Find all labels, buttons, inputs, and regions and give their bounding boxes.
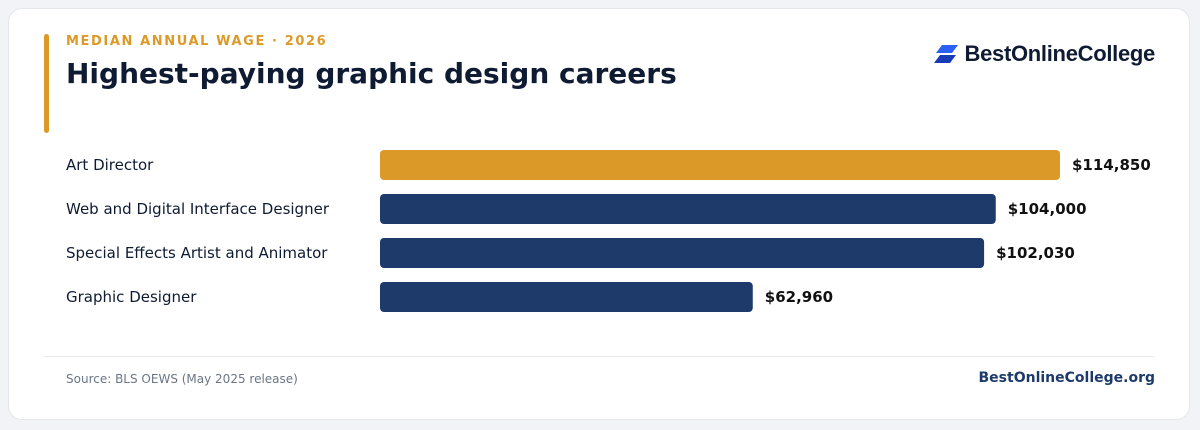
value-label: $114,850 <box>1072 156 1151 174</box>
value-label: $102,030 <box>996 244 1075 262</box>
accent-bar <box>44 34 49 133</box>
bar <box>380 238 985 268</box>
bar <box>380 150 1060 180</box>
bar <box>380 282 753 312</box>
brand-logo: BestOnlineCollege <box>933 41 1156 67</box>
category-label: Special Effects Artist and Animator <box>66 244 328 262</box>
bar <box>380 194 996 224</box>
source-note: Source: BLS OEWS (May 2025 release) <box>66 372 298 386</box>
value-label: $104,000 <box>1008 200 1087 218</box>
category-label: Graphic Designer <box>66 288 197 306</box>
chart-title: Highest-paying graphic design careers <box>66 57 677 90</box>
chart-kicker: MEDIAN ANNUAL WAGE · 2026 <box>66 34 328 49</box>
footer-divider <box>44 356 1154 357</box>
stacked-chevron-logo-icon <box>933 45 958 63</box>
brand-name: BestOnlineCollege <box>964 41 1156 66</box>
chart-card: MEDIAN ANNUAL WAGE · 2026 Highest-paying… <box>8 8 1190 420</box>
footer-brand-url: BestOnlineCollege.org <box>978 370 1155 386</box>
category-label: Art Director <box>66 156 154 174</box>
category-label: Web and Digital Interface Designer <box>66 200 330 218</box>
bar-chart: Art Director $114,850 Web and Digital Inte… <box>66 150 1151 312</box>
value-label: $62,960 <box>765 288 833 306</box>
